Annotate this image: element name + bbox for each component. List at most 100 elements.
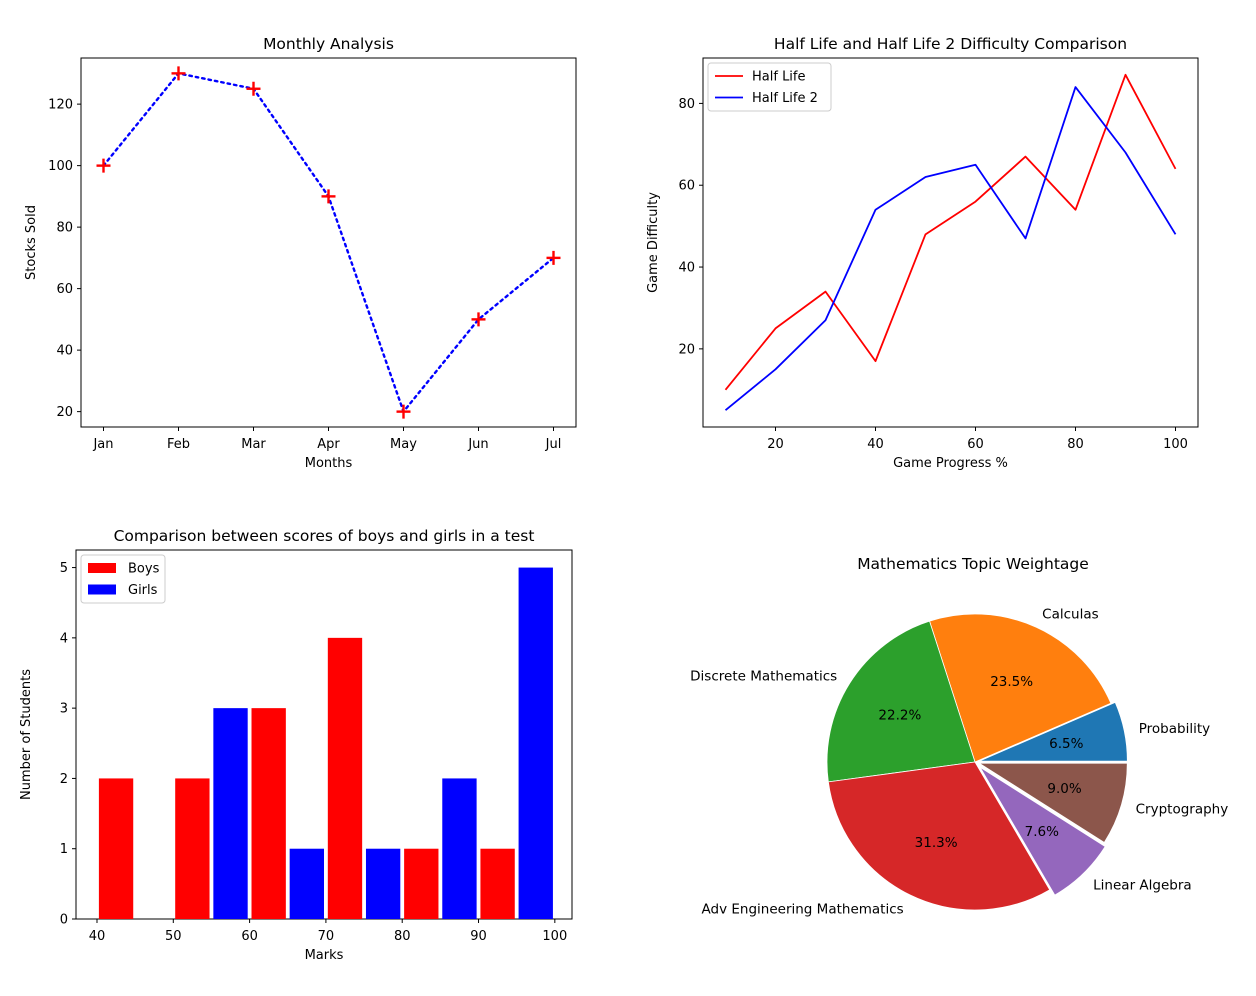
y-tick-label: 80 (678, 97, 695, 112)
x-tick-label: 80 (1067, 437, 1084, 452)
x-axis-label: Game Progress % (893, 456, 1008, 471)
y-tick-label: 2 (60, 772, 68, 787)
x-tick-label: 100 (1163, 437, 1188, 452)
x-axis-label: Months (305, 456, 353, 471)
y-tick-label: 20 (678, 342, 695, 357)
data-point-marker (396, 404, 411, 419)
bar-girls (518, 567, 553, 919)
y-tick-label: 60 (678, 179, 695, 194)
series-line-half-life-2 (724, 86, 1177, 411)
y-tick-label: 20 (56, 405, 73, 420)
data-point-marker (96, 158, 111, 173)
data-point-marker (321, 189, 336, 204)
bar-boys (251, 708, 286, 919)
axes-frame (702, 57, 1199, 428)
x-tick-label: May (390, 437, 417, 452)
y-tick-label: 40 (678, 261, 695, 276)
x-tick-label: Apr (317, 437, 340, 452)
x-tick-label: 90 (470, 929, 487, 944)
pie-category-label: Calculas (1042, 607, 1099, 623)
scores-comparison-chart: Comparison between scores of boys and gi… (19, 527, 573, 963)
pie-pct-label: 31.3% (915, 835, 958, 851)
pie-pct-label: 22.2% (878, 708, 921, 724)
data-point-marker (471, 312, 486, 327)
legend-label: Half Life 2 (752, 91, 818, 106)
x-tick-label: Jun (467, 437, 488, 452)
pie-slice-adv-engineering-mathematics (827, 761, 1051, 911)
bar-boys (327, 637, 363, 919)
difficulty-comparison-chart: Half Life and Half Life 2 Difficulty Com… (646, 35, 1199, 471)
x-axis-label: Marks (305, 948, 344, 963)
bar-girls (365, 848, 401, 919)
x-tick-label: 60 (241, 929, 258, 944)
y-tick-label: 80 (56, 221, 73, 236)
pie-pct-label: 23.5% (990, 674, 1033, 690)
y-tick-label: 5 (60, 561, 68, 576)
pie-slice-cryptography (977, 762, 1128, 844)
pie-pct-label: 6.5% (1049, 736, 1083, 752)
series-line-half-life (724, 73, 1177, 391)
bar-boys (175, 778, 210, 919)
pie-pct-label: 9.0% (1047, 781, 1081, 797)
pie-category-label: Linear Algebra (1093, 878, 1192, 894)
data-point-marker (246, 81, 261, 96)
legend-box (707, 62, 832, 112)
legend-swatch (88, 563, 116, 573)
pie-category-label: Cryptography (1136, 802, 1229, 818)
bar-girls (213, 708, 248, 919)
legend-swatch (88, 584, 116, 595)
chart-title: Monthly Analysis (263, 35, 394, 53)
legend-label: Half Life (752, 70, 806, 85)
y-tick-label: 0 (60, 913, 68, 928)
pie-pct-label: 7.6% (1025, 824, 1059, 840)
y-tick-label: 100 (48, 159, 73, 174)
legend-label: Girls (128, 583, 158, 598)
y-axis-label: Game Difficulty (646, 192, 661, 293)
y-tick-label: 1 (60, 842, 68, 857)
x-tick-label: Feb (167, 437, 190, 452)
stocks-line (102, 72, 555, 415)
pie-category-label: Probability (1139, 721, 1210, 737)
x-tick-label: 60 (967, 437, 984, 452)
pie-slice-linear-algebra (979, 766, 1106, 896)
y-tick-label: 60 (56, 282, 73, 297)
y-axis-label: Stocks Sold (24, 205, 39, 280)
x-tick-label: Jul (545, 437, 562, 452)
x-tick-label: Mar (241, 437, 266, 452)
y-tick-label: 120 (48, 98, 73, 113)
legend-label: Boys (128, 562, 160, 577)
chart-title: Half Life and Half Life 2 Difficulty Com… (774, 35, 1127, 53)
x-tick-label: 100 (542, 929, 567, 944)
y-tick-label: 4 (60, 631, 68, 646)
chart-title: Comparison between scores of boys and gi… (114, 527, 535, 545)
bar-girls (442, 778, 477, 919)
x-tick-label: 50 (165, 929, 182, 944)
bar-girls (289, 848, 324, 919)
monthly-analysis-chart: Monthly Analysis Months Stocks Sold 20 40 60 8… (24, 35, 577, 471)
data-point-marker (171, 66, 186, 81)
topic-weightage-chart: Mathematics Topic Weightage 6.5% Probabili… (690, 555, 1228, 917)
data-point-marker (546, 250, 561, 265)
bar-boys (404, 848, 439, 919)
legend: Half Life Half Life 2 (707, 62, 832, 112)
y-tick-label: 3 (60, 702, 68, 717)
y-tick-label: 40 (56, 344, 73, 359)
chart-title: Mathematics Topic Weightage (857, 555, 1089, 573)
pie-category-label: Discrete Mathematics (690, 668, 837, 684)
x-tick-label: 40 (867, 437, 884, 452)
x-tick-label: 20 (767, 437, 784, 452)
pie-slice-calculas (929, 613, 1112, 763)
x-tick-label: 80 (394, 929, 411, 944)
y-axis-label: Number of Students (19, 669, 34, 800)
bar-boys (98, 778, 134, 919)
bar-boys (480, 848, 515, 919)
axes-frame (80, 57, 577, 428)
pie-category-label: Adv Engineering Mathematics (702, 901, 904, 917)
legend: Boys Girls (80, 554, 166, 604)
pie-slice-probability (979, 701, 1128, 762)
pie-slice-discrete-mathematics (826, 620, 976, 783)
x-tick-label: 40 (89, 929, 106, 944)
x-tick-label: Jan (92, 437, 113, 452)
x-tick-label: 70 (318, 929, 335, 944)
